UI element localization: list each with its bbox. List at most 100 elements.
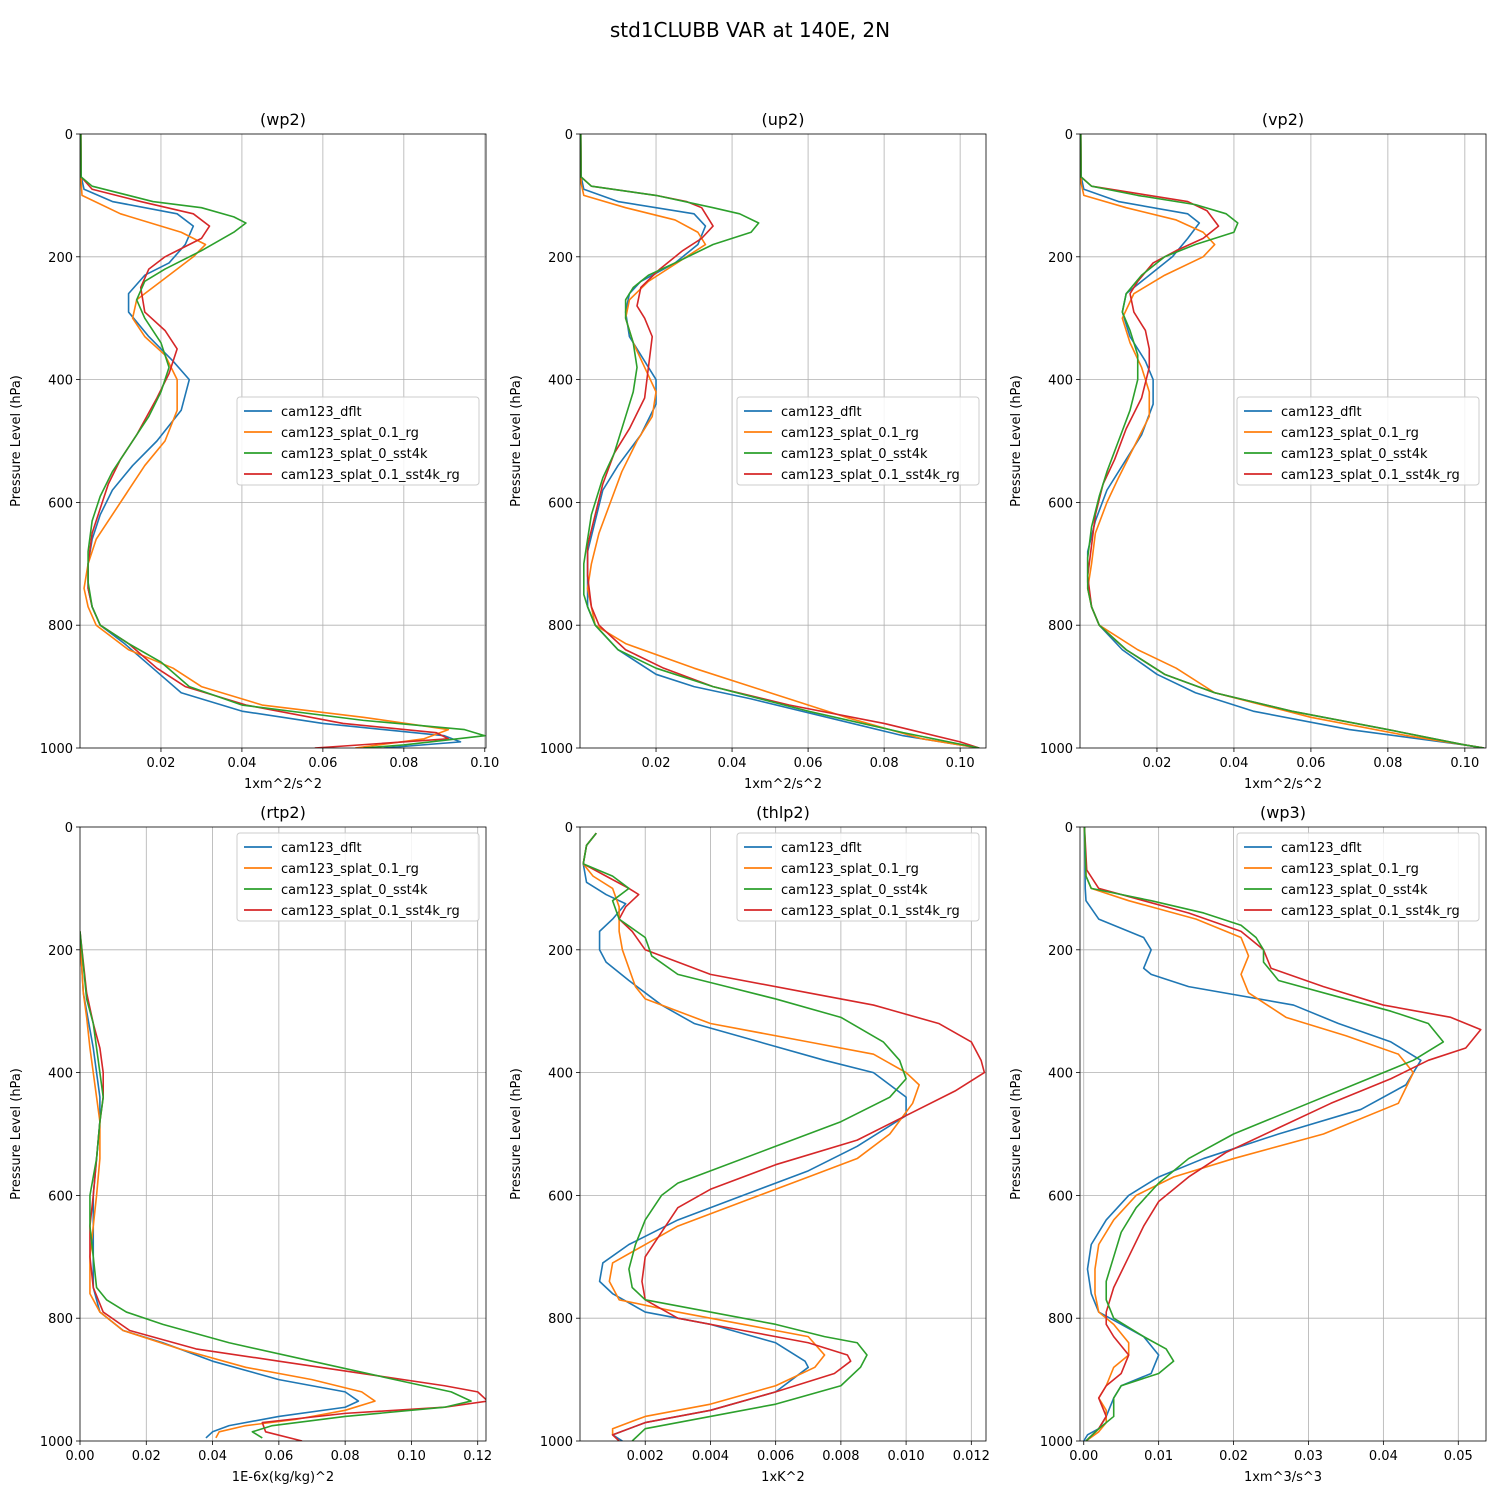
y-axis-label: Pressure Level (hPa) [509, 1068, 524, 1200]
x-tick-label: 0.08 [870, 756, 899, 771]
legend-label: cam123_splat_0.1_rg [281, 426, 419, 441]
x-tick-label: 0.02 [642, 756, 671, 771]
legend-label: cam123_splat_0_sst4k [281, 447, 428, 462]
x-tick-label: 0.012 [953, 1449, 990, 1464]
legend-label: cam123_dflt [781, 841, 862, 856]
panel-title: (up2) [762, 110, 805, 129]
series-line-cam123_splat_0.1_rg [80, 134, 450, 748]
legend-label: cam123_splat_0_sst4k [281, 883, 428, 898]
legend: cam123_dflt cam123_splat_0.1_rg cam123_spl… [236, 396, 480, 486]
legend-label: cam123_splat_0_sst4k [781, 883, 928, 898]
plot-frame [79, 133, 487, 749]
legend-label: cam123_dflt [281, 405, 362, 420]
y-axis-label: Pressure Level (hPa) [509, 375, 524, 507]
x-tick-label: 0.010 [887, 1449, 924, 1464]
panel-wp2: 0.02 0.04 0.06 0.08 0.10 0 200 400 600 800 1000 (wp… [9, 110, 499, 792]
legend: cam123_dflt cam123_splat_0.1_rg cam123_spl… [736, 832, 980, 922]
x-tick-label: 0.00 [1069, 1449, 1098, 1464]
x-tick-label: 0.05 [1444, 1449, 1473, 1464]
y-axis-label: Pressure Level (hPa) [1009, 1068, 1024, 1200]
x-tick-label: 0.02 [1142, 756, 1171, 771]
panel-title: (wp3) [1260, 803, 1306, 822]
x-tick-label: 0.10 [1450, 756, 1479, 771]
y-tick-label: 400 [1048, 374, 1073, 389]
x-axis-label: 1xm^2/s^2 [1244, 777, 1322, 792]
series-line-cam123_splat_0.1_rg [1083, 827, 1415, 1441]
y-tick-label: 800 [548, 1312, 573, 1327]
x-tick-label: 0.08 [389, 756, 418, 771]
x-tick-label: 0.06 [794, 756, 823, 771]
series-line-cam123_splat_0.1_sst4k_rg [1083, 827, 1482, 1441]
x-tick-label: 0.04 [1369, 1449, 1398, 1464]
series-line-cam123_dflt [80, 937, 360, 1439]
legend-label: cam123_splat_0_sst4k [1281, 447, 1428, 462]
y-tick-label: 600 [1048, 1189, 1073, 1204]
x-tick-label: 0.10 [470, 756, 499, 771]
y-tick-label: 800 [48, 619, 73, 634]
y-tick-label: 800 [1048, 619, 1073, 634]
legend-label: cam123_splat_0.1_sst4k_rg [1281, 904, 1460, 919]
series-line-cam123_splat_0_sst4k [582, 832, 907, 1441]
x-tick-label: 0.02 [132, 1449, 161, 1464]
legend-label: cam123_splat_0.1_sst4k_rg [281, 904, 460, 919]
series-line-cam123_dflt [80, 134, 462, 748]
series-line-cam123_splat_0.1_rg [582, 832, 920, 1435]
x-axis-label: 1E-6x(kg/kg)^2 [232, 1470, 334, 1485]
legend-label: cam123_splat_0.1_rg [781, 862, 919, 877]
x-tick-label: 0.02 [146, 756, 175, 771]
y-tick-label: 800 [1048, 1312, 1073, 1327]
x-axis-label: 1xK^2 [761, 1470, 805, 1485]
panel-wp3: 0.00 0.01 0.02 0.03 0.04 0.05 0 200 400 600 800 100… [1009, 803, 1487, 1485]
series-line-cam123_splat_0.1_rg [80, 937, 376, 1439]
y-tick-label: 200 [548, 251, 573, 266]
y-tick-label: 400 [548, 374, 573, 389]
x-tick-label: 0.01 [1144, 1449, 1173, 1464]
y-tick-label: 200 [1048, 251, 1073, 266]
series-line-cam123_splat_0_sst4k [80, 931, 472, 1439]
y-tick-label: 1000 [40, 1435, 73, 1450]
y-tick-label: 1000 [1040, 1435, 1073, 1450]
x-tick-label: 0.08 [331, 1449, 360, 1464]
legend-label: cam123_splat_0.1_sst4k_rg [1281, 468, 1460, 483]
x-tick-label: 0.03 [1294, 1449, 1323, 1464]
panel-thlp2: 0.002 0.004 0.006 0.008 0.010 0.012 0 200 400 600… [509, 803, 990, 1485]
y-tick-label: 600 [1048, 496, 1073, 511]
x-tick-label: 0.08 [1373, 756, 1402, 771]
y-tick-label: 200 [1048, 944, 1073, 959]
legend: cam123_dflt cam123_splat_0.1_rg cam123_spl… [1236, 832, 1480, 922]
series-line-cam123_splat_0.1_rg [1080, 134, 1485, 748]
plot-frame [79, 826, 487, 1442]
series-line-cam123_splat_0_sst4k [80, 134, 486, 748]
x-tick-label: 0.002 [627, 1449, 664, 1464]
y-tick-label: 800 [548, 619, 573, 634]
x-axis-label: 1xm^3/s^3 [1244, 1470, 1322, 1485]
series-line-cam123_splat_0_sst4k [580, 134, 980, 748]
x-tick-label: 0.06 [308, 756, 337, 771]
x-tick-label: 0.06 [1296, 756, 1325, 771]
legend-label: cam123_dflt [281, 841, 362, 856]
x-tick-label: 0.00 [66, 1449, 95, 1464]
y-tick-label: 200 [48, 944, 73, 959]
series-line-cam123_splat_0_sst4k [1083, 827, 1445, 1441]
legend: cam123_dflt cam123_splat_0.1_rg cam123_spl… [1236, 396, 1480, 486]
y-tick-label: 0 [1065, 128, 1073, 143]
series-line-cam123_splat_0_sst4k [1080, 134, 1485, 748]
legend: cam123_dflt cam123_splat_0.1_rg cam123_spl… [236, 832, 480, 922]
y-tick-label: 600 [48, 496, 73, 511]
y-tick-label: 0 [565, 128, 573, 143]
y-tick-label: 1000 [40, 742, 73, 757]
x-tick-label: 0.10 [397, 1449, 426, 1464]
series-line-cam123_dflt [580, 134, 980, 748]
y-tick-label: 400 [548, 1067, 573, 1082]
legend-label: cam123_splat_0.1_sst4k_rg [281, 468, 460, 483]
x-tick-label: 0.02 [1219, 1449, 1248, 1464]
y-tick-label: 400 [48, 1067, 73, 1082]
panel-title: (vp2) [1262, 110, 1304, 129]
x-tick-label: 0.04 [718, 756, 747, 771]
y-tick-label: 200 [48, 251, 73, 266]
y-tick-label: 0 [65, 128, 73, 143]
y-tick-label: 1000 [540, 1435, 573, 1450]
legend-label: cam123_splat_0_sst4k [781, 447, 928, 462]
panel-rtp2: 0.00 0.02 0.04 0.06 0.08 0.10 0.12 0 200 400 600 80… [9, 803, 492, 1485]
legend: cam123_dflt cam123_splat_0.1_rg cam123_spl… [736, 396, 980, 486]
